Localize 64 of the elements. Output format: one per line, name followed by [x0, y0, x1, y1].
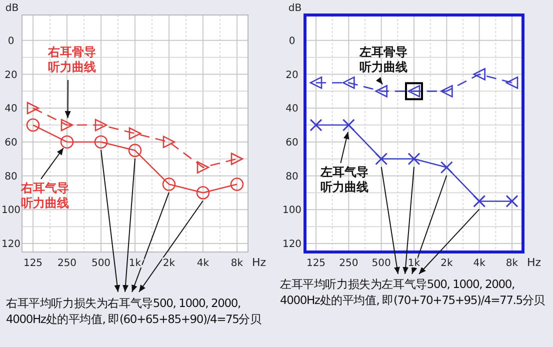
- point: [506, 76, 518, 89]
- point: [230, 178, 244, 191]
- point: [440, 85, 453, 98]
- y-tick-label: 80: [4, 171, 18, 182]
- point: [94, 135, 108, 149]
- x-tick-label: 500: [91, 258, 111, 269]
- point: [196, 161, 210, 174]
- point: [60, 135, 74, 149]
- point: [375, 85, 388, 98]
- y-tick-label: 120: [282, 239, 302, 250]
- point: [408, 152, 420, 166]
- y-axis-title: dB: [5, 3, 19, 14]
- y-tick-label: 120: [1, 239, 21, 250]
- x-tick-label: 125: [306, 258, 326, 269]
- annotation: 左耳气导听力曲线: [320, 165, 369, 194]
- point: [230, 152, 244, 166]
- y-tick-label: 0: [8, 36, 14, 47]
- x-tick-label: 4k: [473, 258, 486, 269]
- point: [440, 161, 453, 174]
- annotation: 右耳骨导听力曲线: [47, 45, 96, 74]
- y-tick-label: 40: [286, 104, 298, 115]
- y-tick-label: 80: [286, 171, 298, 182]
- point: [310, 76, 322, 89]
- y-axis-title: dB: [288, 3, 302, 14]
- point: [473, 68, 486, 80]
- point: [60, 118, 74, 132]
- x-axis-title: Hz: [527, 256, 542, 269]
- y-tick-label: 60: [4, 137, 18, 148]
- point: [196, 186, 210, 200]
- x-tick-label: 250: [57, 258, 77, 269]
- x-tick-label: 2k: [440, 258, 453, 269]
- annotation: 右耳气导听力曲线: [20, 180, 69, 210]
- point: [162, 178, 176, 191]
- x-tick-label: 8k: [230, 258, 244, 269]
- y-tick-label: 0: [288, 36, 296, 47]
- point: [162, 136, 176, 148]
- y-tick-label: 100: [1, 205, 21, 216]
- x-tick-label: 1k: [128, 258, 142, 269]
- text: 右耳平均听力损失为右耳气导500, 1000, 2000, 4000Hz处的平均值, 即(60+65+85+90)/4=75分贝: [6, 295, 262, 327]
- point: [94, 118, 108, 132]
- point: [473, 194, 486, 208]
- y-tick-label: 20: [4, 70, 18, 81]
- x-tick-label: 250: [339, 258, 358, 269]
- point: [128, 127, 142, 140]
- x-axis-title: Hz: [252, 256, 266, 269]
- x-tick-label: 4k: [196, 258, 210, 269]
- x-tick-label: 8k: [506, 258, 518, 269]
- point: [26, 118, 40, 132]
- point: [506, 194, 518, 208]
- point: [128, 144, 142, 158]
- point: [26, 102, 40, 114]
- annotation: 左耳骨导听力曲线: [358, 45, 408, 74]
- point: [342, 76, 355, 89]
- point: [310, 118, 322, 132]
- text: 左耳平均听力损失为左耳气导500, 1000, 2000, 4000Hz处的平均值, 即(70+70+75+95)/4=77.5分贝: [280, 276, 546, 308]
- x-tick-label: 2k: [162, 258, 176, 269]
- x-tick-label: 125: [23, 258, 43, 269]
- point: [342, 118, 355, 132]
- x-tick-label: 500: [372, 258, 391, 269]
- y-tick-label: 100: [282, 205, 302, 216]
- y-tick-label: 40: [4, 104, 18, 115]
- point: [375, 152, 388, 166]
- y-tick-label: 60: [286, 137, 298, 148]
- y-tick-label: 20: [286, 70, 298, 81]
